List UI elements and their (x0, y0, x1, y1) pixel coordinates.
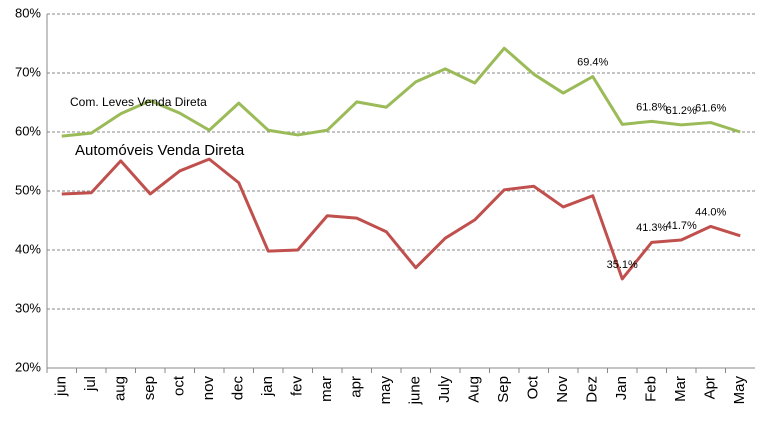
x-tick-label: May (731, 376, 748, 405)
data-label: 69.4% (577, 56, 608, 68)
data-label: 61.8% (636, 101, 667, 113)
x-tick-label: oct (171, 375, 188, 396)
x-tick-label: Mar (672, 376, 689, 402)
x-tick-label: jun (53, 376, 70, 397)
y-tick-label: 40% (15, 241, 41, 256)
x-tick-label: Nov (554, 376, 571, 403)
x-tick-label: Aug (466, 376, 483, 403)
x-tick-label: Dez (584, 376, 601, 403)
data-label: 61.6% (695, 102, 726, 114)
x-tick-label: apr (348, 376, 365, 398)
data-label: 44.0% (695, 206, 726, 218)
y-tick-label: 60% (15, 123, 41, 138)
x-tick-label: aug (112, 376, 129, 401)
x-tick-label: dec (230, 376, 247, 401)
data-label: 61.2% (666, 105, 697, 117)
x-tick-label: Feb (643, 376, 660, 402)
x-tick-label: jan (259, 376, 276, 397)
x-tick-label: mar (318, 376, 335, 402)
y-tick-label: 30% (15, 300, 41, 315)
x-tick-label: Sep (495, 376, 512, 403)
series-label: Automóveis Venda Direta (75, 142, 245, 159)
x-tick-label: may (377, 376, 394, 405)
x-tick-label: jul (82, 376, 99, 392)
data-label: 41.7% (666, 220, 697, 232)
y-tick-label: 50% (15, 182, 41, 197)
x-tick-label: Jan (613, 376, 630, 400)
data-label: 35.1% (607, 259, 638, 271)
series-label: Com. Leves Venda Direta (70, 95, 207, 109)
y-tick-label: 20% (15, 359, 41, 374)
x-tick-label: Apr (702, 376, 719, 399)
x-tick-label: July (436, 376, 453, 403)
x-tick-label: sep (141, 376, 158, 400)
series-line (61, 46, 741, 138)
x-tick-label: Oct (525, 375, 542, 399)
series-line (61, 157, 741, 281)
x-tick-label: june (407, 376, 424, 405)
x-tick-label: nov (200, 376, 217, 401)
y-tick-label: 80% (15, 5, 41, 20)
x-tick-label: fev (289, 376, 306, 397)
y-tick-label: 70% (15, 64, 41, 79)
data-label: 41.3% (636, 222, 667, 234)
